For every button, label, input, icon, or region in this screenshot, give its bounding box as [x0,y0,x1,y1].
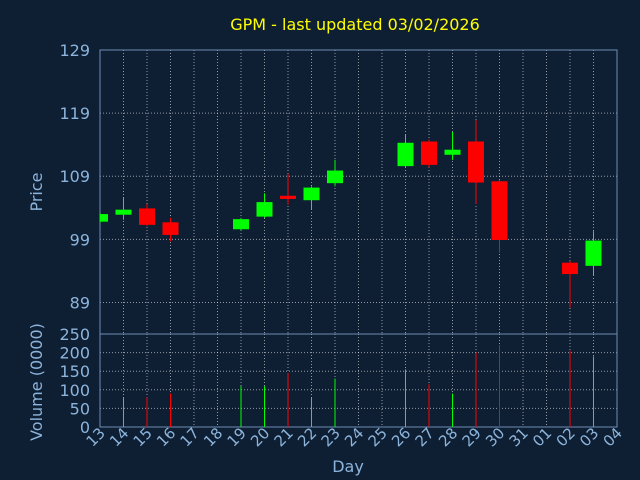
plot-frames [99,49,618,428]
y-axis-label: Price [27,172,46,211]
x-tick-label: 31 [506,424,532,450]
candle-body [233,219,249,230]
x-tick-label: 29 [459,424,485,450]
candle [99,212,108,223]
candle [256,193,273,218]
x-tick-label: 03 [576,424,602,450]
chart-title: GPM - last updated 03/02/2026 [230,15,480,34]
x-tick-label: 28 [435,424,461,450]
x-tick-label: 15 [130,424,156,450]
candle-body [421,141,437,165]
candle-body [444,149,461,155]
candle [280,173,296,205]
volume-tick-label: 100 [59,381,90,400]
price-axis-ticks: 89 99 109 119 129 [59,41,90,312]
candle [397,134,414,168]
x-tick-label: 22 [294,424,320,450]
x-tick-label: 30 [482,424,508,450]
candle [303,186,320,210]
candle [162,217,179,242]
volume-tick-label: 50 [70,399,90,418]
x-tick-label: 01 [529,424,555,450]
x-tick-label: 26 [388,424,414,450]
candle-body [162,222,179,235]
volume-tick-label: 150 [59,362,90,381]
y-tick-label: 99 [70,230,90,249]
volume-bars [123,345,594,427]
candle [444,132,461,160]
x-tick-label: 21 [271,424,297,450]
y-tick-label: 109 [59,167,90,186]
candle [139,203,155,227]
candles [99,120,602,308]
day-axis-ticks: 1314151617181920212223242526272829303101… [83,424,626,450]
x-tick-label: 17 [177,424,203,450]
candle [233,217,249,231]
y-tick-label: 89 [70,293,90,312]
candle-body [468,141,484,183]
y-tick-label: 129 [59,41,90,60]
candle [468,120,484,204]
candle-body [585,240,602,266]
x-tick-label: 20 [247,424,273,450]
candle-body [491,181,508,240]
candle-body [327,170,343,184]
volume-axis-label: Volume (0000) [27,323,46,441]
volume-tick-label: 0 [80,418,90,437]
x-tick-label: 04 [600,424,626,450]
x-tick-label: 19 [224,424,250,450]
x-tick-label: 14 [106,424,132,450]
x-tick-label: 23 [318,424,344,450]
candle-body [139,208,155,225]
x-tick-label: 18 [200,424,226,450]
y-tick-label: 119 [59,104,90,123]
candle-body [397,142,414,167]
candle [115,197,132,220]
candle [562,260,578,308]
candle [491,180,508,253]
volume-panel-frame [99,333,618,428]
x-tick-label: 24 [341,424,367,450]
x-tick-label: 02 [553,424,579,450]
candle-body [256,202,273,217]
candle-body [562,262,578,275]
grid [100,49,617,427]
candle [327,159,343,187]
volume-tick-label: 200 [59,344,90,363]
x-axis-label: Day [332,457,364,476]
candle [585,231,602,276]
candle-body [280,195,296,199]
x-tick-label: 25 [365,424,391,450]
x-tick-label: 16 [153,424,179,450]
x-tick-label: 27 [412,424,438,450]
volume-tick-label: 250 [59,325,90,344]
candle-body [115,209,132,215]
candle [421,139,437,168]
candle-body [303,187,320,201]
candle-body [100,214,108,222]
